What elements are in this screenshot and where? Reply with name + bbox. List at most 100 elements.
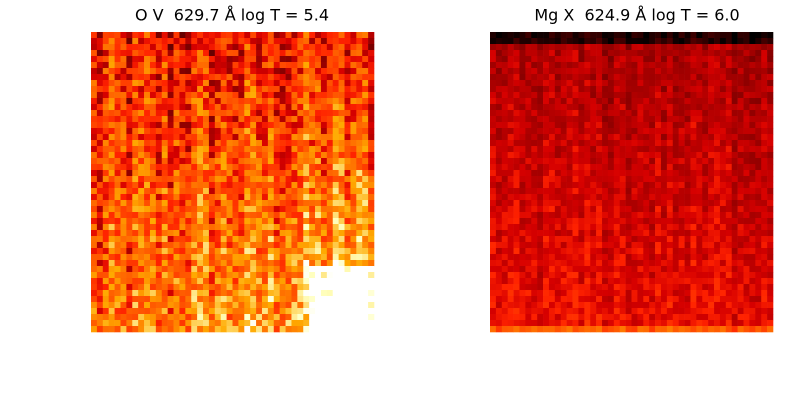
pixel <box>655 272 662 279</box>
pixel <box>285 284 292 291</box>
pixel <box>167 212 174 219</box>
pixel <box>702 254 709 261</box>
pixel <box>315 38 322 45</box>
pixel <box>155 116 163 123</box>
pixel <box>238 98 245 105</box>
pixel <box>684 86 691 93</box>
pixel <box>214 302 222 309</box>
pixel <box>185 146 192 153</box>
pixel <box>525 116 532 123</box>
pixel <box>655 326 662 333</box>
pixel <box>495 62 503 69</box>
pixel <box>232 134 239 141</box>
pixel <box>714 266 721 273</box>
pixel <box>490 164 497 171</box>
pixel <box>584 224 591 231</box>
pixel <box>285 50 292 57</box>
pixel <box>356 152 363 159</box>
pixel <box>708 290 715 297</box>
pixel <box>173 266 180 273</box>
pixel <box>256 98 263 105</box>
pixel <box>214 110 222 117</box>
pixel <box>684 170 691 177</box>
pixel <box>173 110 180 117</box>
pixel <box>584 122 591 129</box>
pixel <box>543 260 550 267</box>
pixel <box>749 248 756 255</box>
pixel <box>631 188 638 195</box>
pixel <box>167 284 174 291</box>
pixel <box>666 152 674 159</box>
pixel <box>226 296 233 303</box>
pixel <box>149 296 157 303</box>
pixel <box>678 314 685 321</box>
pixel <box>114 188 121 195</box>
pixel <box>261 38 269 45</box>
pixel <box>548 92 556 99</box>
pixel <box>767 212 774 219</box>
pixel <box>584 200 591 207</box>
pixel <box>672 182 679 189</box>
pixel <box>309 158 316 165</box>
pixel <box>250 224 257 231</box>
pixel <box>303 92 310 99</box>
pixel <box>102 290 109 297</box>
pixel <box>696 152 703 159</box>
pixel <box>725 116 733 123</box>
pixel <box>191 50 198 57</box>
pixel <box>267 134 275 141</box>
pixel <box>690 230 697 237</box>
pixel <box>578 188 585 195</box>
pixel <box>525 248 532 255</box>
pixel <box>613 182 621 189</box>
pixel <box>719 32 727 39</box>
pixel <box>297 308 304 315</box>
pixel <box>613 290 621 297</box>
pixel <box>108 50 115 57</box>
pixel <box>537 242 544 249</box>
pixel <box>279 230 286 237</box>
pixel <box>144 200 151 207</box>
pixel <box>173 128 180 135</box>
pixel <box>267 200 275 207</box>
pixel <box>303 218 310 225</box>
pixel <box>309 284 316 291</box>
pixel <box>743 122 750 129</box>
pixel <box>203 296 210 303</box>
pixel <box>696 320 703 327</box>
pixel <box>655 68 662 75</box>
pixel <box>226 176 233 183</box>
pixel <box>767 158 774 165</box>
pixel <box>179 182 186 189</box>
pixel <box>501 38 508 45</box>
pixel <box>114 236 121 243</box>
pixel <box>537 260 544 267</box>
pixel <box>755 56 762 63</box>
pixel <box>102 218 109 225</box>
pixel <box>179 308 186 315</box>
pixel <box>749 230 756 237</box>
pixel <box>173 290 180 297</box>
pixel <box>672 140 679 147</box>
pixel <box>356 272 363 279</box>
pixel <box>203 110 210 117</box>
pixel <box>126 194 133 201</box>
pixel <box>114 194 121 201</box>
pixel <box>220 116 227 123</box>
pixel <box>501 200 508 207</box>
pixel <box>513 326 520 333</box>
pixel <box>191 116 198 123</box>
pixel <box>303 62 310 69</box>
pixel <box>519 320 526 327</box>
pixel <box>149 278 157 285</box>
pixel <box>114 278 121 285</box>
pixel <box>584 92 591 99</box>
pixel <box>179 86 186 93</box>
pixel <box>203 50 210 57</box>
pixel <box>173 38 180 45</box>
pixel <box>625 326 632 333</box>
pixel <box>684 182 691 189</box>
pixel <box>548 116 556 123</box>
pixel <box>315 56 322 63</box>
pixel <box>279 260 286 267</box>
